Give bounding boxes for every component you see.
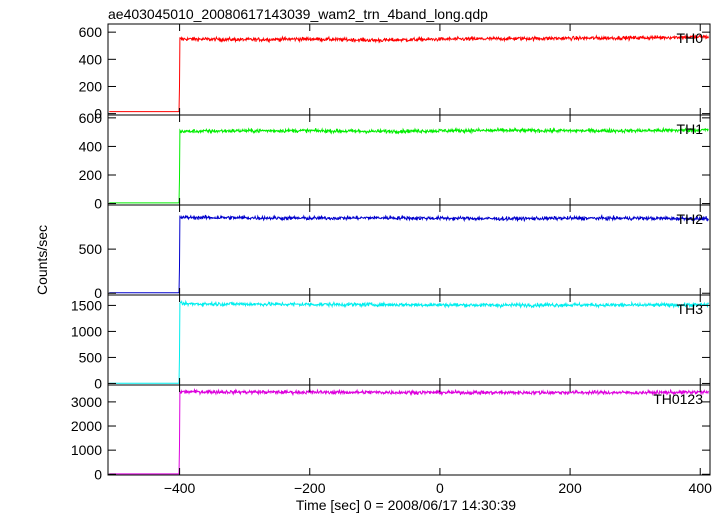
series-label-th3: TH3 — [677, 301, 704, 317]
series-line-th3 — [109, 299, 709, 384]
y-tick-label: 1000 — [71, 323, 102, 339]
y-tick-label: 600 — [79, 110, 103, 126]
panel-th1: 0 200 400 600 TH1 — [79, 110, 711, 212]
y-tick-label: 3000 — [71, 394, 102, 410]
y-tick-label: 1500 — [71, 297, 102, 313]
y-tick-label: 400 — [79, 51, 103, 67]
series-label-th0123: TH0123 — [653, 391, 703, 407]
panel-frame — [107, 294, 711, 386]
x-tick-label: 400 — [689, 480, 713, 496]
panel-th0: 0 200 400 600 TH0 — [79, 23, 711, 122]
y-tick-label: 0 — [94, 466, 102, 482]
panels: 0 200 400 600 TH0 0 200 400 600 TH1 0 500 TH2 0 500 100… — [71, 23, 712, 496]
panel-th2: 0 500 TH2 — [79, 204, 711, 301]
series-label-th2: TH2 — [677, 211, 704, 227]
y-tick-label: 0 — [94, 106, 102, 122]
y-tick-label: 600 — [79, 24, 103, 40]
series-line-th0 — [109, 34, 709, 113]
panel-frame — [107, 114, 711, 206]
y-tick-label: 400 — [79, 138, 103, 154]
x-tick-label: −200 — [294, 480, 326, 496]
y-tick-label: 500 — [79, 241, 103, 257]
series-label-th0: TH0 — [677, 30, 704, 46]
x-tick-label: 200 — [558, 480, 582, 496]
x-axis-label: Time [sec] 0 = 2008/06/17 14:30:39 — [296, 497, 516, 513]
y-tick-label: 0 — [94, 285, 102, 301]
y-tick-label: 0 — [94, 375, 102, 391]
panel-th0123: 0 1000 2000 3000 TH0123 — [71, 384, 711, 482]
y-tick-label: 200 — [79, 78, 103, 94]
y-tick-label: 1000 — [71, 442, 102, 458]
x-tick-label: 0 — [436, 480, 444, 496]
chart-title: ae403045010_20080617143039_wam2_trn_4ban… — [108, 6, 488, 22]
series-line-th2 — [109, 213, 709, 294]
y-tick-label: 2000 — [71, 418, 102, 434]
y-tick-label: 0 — [94, 196, 102, 212]
y-axis-label: Counts/sec — [34, 225, 50, 295]
series-line-th1 — [109, 126, 709, 204]
series-line-th0123 — [109, 387, 709, 475]
x-tick-label: −400 — [164, 480, 196, 496]
y-tick-label: 200 — [79, 167, 103, 183]
x-tick-labels: −400 −200 0 200 400 — [164, 480, 712, 496]
panel-frame — [107, 384, 711, 476]
y-tick-label: 500 — [79, 349, 103, 365]
series-label-th1: TH1 — [677, 121, 704, 137]
panel-th3: 0 500 1000 1500 TH3 — [71, 294, 711, 391]
